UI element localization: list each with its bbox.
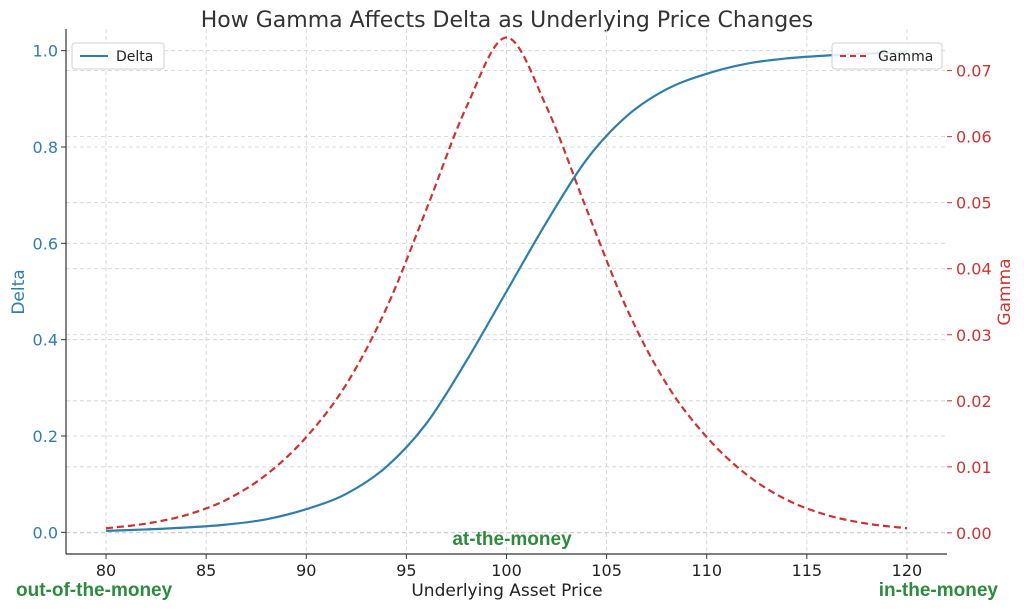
series-layer bbox=[105, 36, 908, 532]
x-tick-label: 115 bbox=[792, 561, 823, 580]
y-left-tick-label: 0.2 bbox=[33, 427, 58, 446]
y-right-tick-label: 0.06 bbox=[956, 128, 992, 147]
y-axis-right-label: Gamma bbox=[995, 258, 1015, 325]
y-right-tick-label: 0.01 bbox=[956, 458, 992, 477]
y-right-tick-label: 0.00 bbox=[956, 524, 992, 543]
ticks-layer: 80 85 90 95 100 105 110 115 120 0.0 0.2 0.4 0.6 0.8 1.… bbox=[33, 42, 992, 580]
legend-gamma-label: Gamma bbox=[878, 49, 933, 65]
x-axis-label: Underlying Asset Price bbox=[411, 581, 602, 601]
y-right-tick-label: 0.07 bbox=[956, 62, 992, 81]
legend-gamma-box bbox=[831, 42, 943, 70]
annotation-at-the-money: at-the-money bbox=[452, 529, 572, 550]
y-axis-left-label: Delta bbox=[9, 269, 29, 314]
x-tick-label: 95 bbox=[396, 561, 416, 580]
x-tick-label: 80 bbox=[96, 561, 116, 580]
y-left-tick-label: 0.4 bbox=[33, 331, 58, 350]
x-tick-label: 85 bbox=[196, 561, 216, 580]
y-left-tick-label: 0.8 bbox=[33, 138, 58, 157]
series-line-gamma bbox=[105, 36, 908, 530]
annotation-in-the-money: in-the-money bbox=[879, 580, 999, 601]
annotation-out-of-the-money: out-of-the-money bbox=[16, 580, 173, 601]
y-left-tick-label: 1.0 bbox=[33, 42, 58, 61]
x-tick-label: 105 bbox=[591, 561, 622, 580]
series-line-delta bbox=[106, 51, 907, 532]
x-tick-label: 100 bbox=[491, 561, 522, 580]
legend-gamma: Gamma bbox=[831, 42, 943, 70]
chart-title: How Gamma Affects Delta as Underlying Pr… bbox=[201, 8, 814, 33]
x-tick-label: 120 bbox=[892, 561, 923, 580]
legend-delta-box bbox=[71, 42, 165, 70]
x-tick-label: 90 bbox=[296, 561, 316, 580]
legend-delta: Delta bbox=[71, 42, 165, 70]
y-right-tick-label: 0.05 bbox=[956, 194, 992, 213]
y-left-tick-label: 0.6 bbox=[33, 234, 58, 253]
y-right-tick-label: 0.02 bbox=[956, 392, 992, 411]
y-right-tick-label: 0.04 bbox=[956, 260, 992, 279]
y-left-tick-label: 0.0 bbox=[33, 523, 58, 542]
y-right-tick-label: 0.03 bbox=[956, 326, 992, 345]
x-tick-label: 110 bbox=[691, 561, 722, 580]
legend-delta-label: Delta bbox=[116, 49, 153, 65]
